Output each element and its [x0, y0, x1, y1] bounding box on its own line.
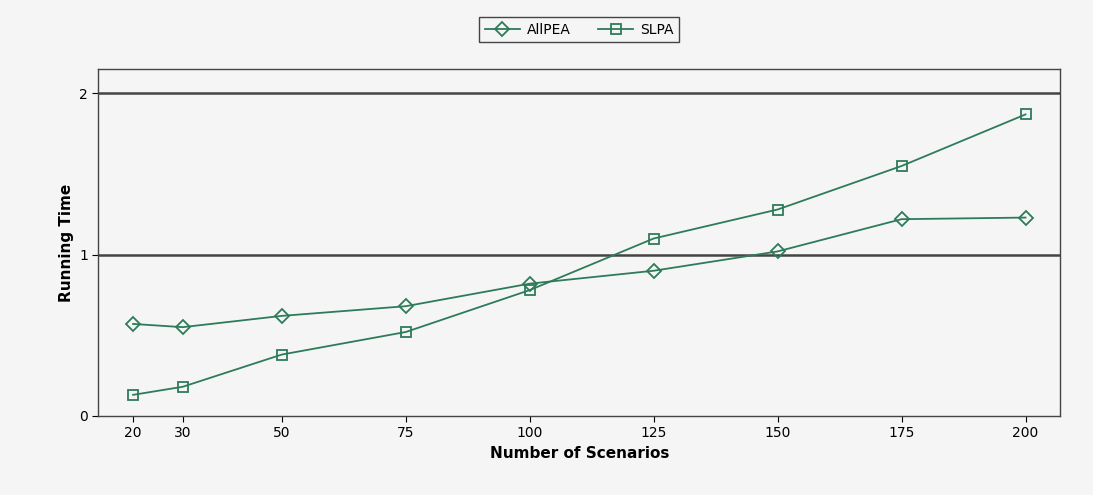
AllPEA: [895, 216, 908, 222]
SLPA: [647, 236, 660, 242]
AllPEA: [399, 303, 412, 309]
Y-axis label: Running Time: Running Time: [59, 184, 73, 301]
AllPEA: [524, 281, 537, 287]
SLPA: [275, 351, 289, 357]
AllPEA: [275, 313, 289, 319]
AllPEA: [176, 324, 189, 330]
AllPEA: [647, 268, 660, 274]
SLPA: [895, 163, 908, 169]
X-axis label: Number of Scenarios: Number of Scenarios: [490, 446, 669, 461]
AllPEA: [771, 248, 784, 254]
Line: SLPA: SLPA: [128, 109, 1031, 399]
Line: AllPEA: AllPEA: [128, 213, 1031, 332]
SLPA: [1019, 111, 1032, 117]
SLPA: [176, 384, 189, 390]
AllPEA: [127, 321, 140, 327]
AllPEA: [1019, 215, 1032, 221]
Legend: AllPEA, SLPA: AllPEA, SLPA: [480, 17, 679, 43]
SLPA: [399, 329, 412, 335]
SLPA: [524, 287, 537, 293]
SLPA: [127, 392, 140, 398]
SLPA: [771, 206, 784, 212]
